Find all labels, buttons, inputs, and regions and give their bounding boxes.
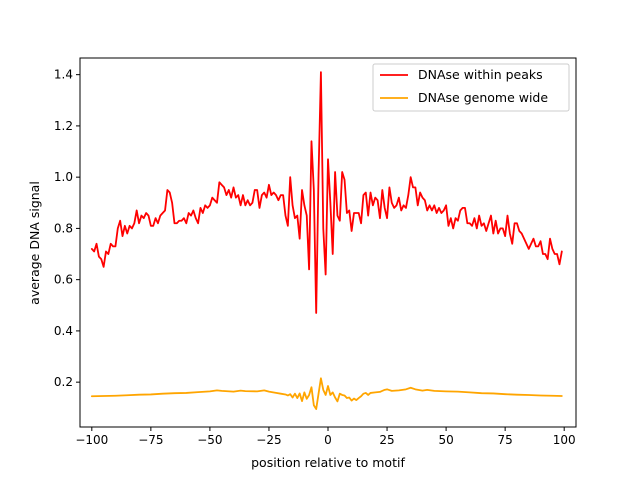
y-tick-label: 1.2 — [54, 119, 73, 133]
y-axis-label: average DNA signal — [27, 181, 42, 305]
x-tick-label: 50 — [438, 433, 453, 447]
x-tick-label: 75 — [498, 433, 513, 447]
y-tick-label: 0.4 — [54, 324, 73, 338]
x-tick-label: 0 — [324, 433, 332, 447]
series-layer — [90, 71, 563, 410]
x-tick-label: 100 — [553, 433, 576, 447]
y-tick-label: 0.2 — [54, 375, 73, 389]
x-axis-label: position relative to motif — [251, 455, 405, 470]
series-line-1 — [90, 377, 563, 410]
x-tick-label: −50 — [197, 433, 222, 447]
y-axis-ticks: 0.2 0.4 0.6 0.8 1.0 1.2 1.4 — [54, 68, 80, 389]
y-tick-label: 0.6 — [54, 273, 73, 287]
series-line-0 — [90, 71, 563, 314]
x-tick-label: −75 — [138, 433, 163, 447]
x-tick-label: −100 — [75, 433, 108, 447]
x-tick-label: −25 — [256, 433, 281, 447]
legend-box — [372, 63, 570, 112]
y-tick-label: 0.8 — [54, 221, 73, 235]
legend: DNAse within peaks DNAse genome wide — [372, 63, 570, 112]
x-axis-ticks: −100 −75 −50 −25 0 25 50 75 100 — [75, 427, 576, 447]
x-tick-label: 25 — [379, 433, 394, 447]
y-tick-label: 1.0 — [54, 170, 73, 184]
legend-label-within-peaks: DNAse within peaks — [418, 67, 543, 82]
legend-label-genome-wide: DNAse genome wide — [418, 90, 548, 105]
y-tick-label: 1.4 — [54, 68, 73, 82]
